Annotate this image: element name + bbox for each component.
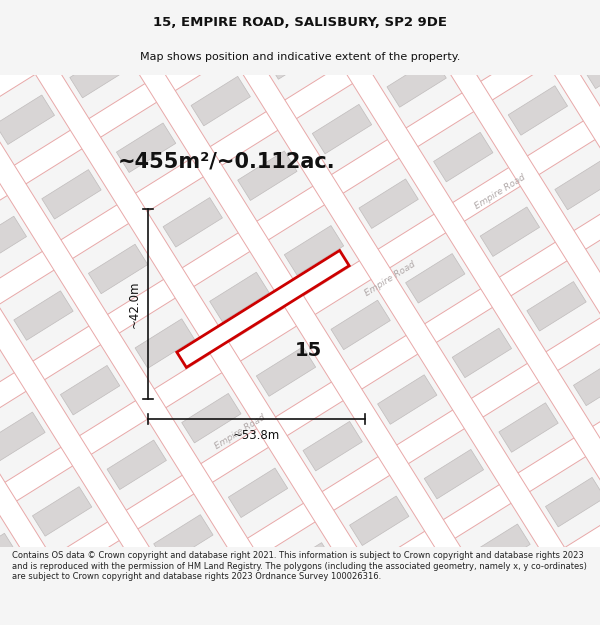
Polygon shape <box>377 375 437 424</box>
Polygon shape <box>209 272 269 322</box>
Polygon shape <box>0 157 175 625</box>
Text: ~42.0m: ~42.0m <box>128 280 141 328</box>
Polygon shape <box>434 132 493 182</box>
Text: Empire Road: Empire Road <box>363 260 417 298</box>
Polygon shape <box>6 213 600 625</box>
Polygon shape <box>266 30 325 79</box>
Polygon shape <box>0 216 26 266</box>
Polygon shape <box>555 161 600 210</box>
Polygon shape <box>480 207 539 256</box>
Polygon shape <box>275 542 334 592</box>
Polygon shape <box>177 251 349 368</box>
Polygon shape <box>163 198 223 247</box>
Polygon shape <box>284 226 344 275</box>
Polygon shape <box>70 48 129 98</box>
Polygon shape <box>0 17 398 625</box>
Polygon shape <box>425 0 600 465</box>
Polygon shape <box>0 21 8 70</box>
Polygon shape <box>145 2 204 51</box>
Polygon shape <box>135 319 194 368</box>
Polygon shape <box>0 533 17 582</box>
Polygon shape <box>52 287 600 625</box>
Polygon shape <box>154 514 213 564</box>
Polygon shape <box>303 421 362 471</box>
Polygon shape <box>0 203 100 625</box>
Polygon shape <box>424 449 484 499</box>
Polygon shape <box>0 0 548 335</box>
Polygon shape <box>527 281 586 331</box>
Polygon shape <box>52 0 548 625</box>
Polygon shape <box>127 0 600 625</box>
Polygon shape <box>0 95 55 144</box>
Polygon shape <box>61 366 120 415</box>
Polygon shape <box>116 123 176 172</box>
Polygon shape <box>0 138 600 625</box>
Polygon shape <box>387 58 446 108</box>
Polygon shape <box>88 244 148 294</box>
Polygon shape <box>146 436 600 625</box>
Polygon shape <box>276 0 600 558</box>
Polygon shape <box>0 110 249 625</box>
Text: Empire Road: Empire Road <box>213 412 267 451</box>
Polygon shape <box>396 571 455 620</box>
Polygon shape <box>14 291 73 341</box>
Polygon shape <box>42 169 101 219</box>
Polygon shape <box>508 86 568 135</box>
Polygon shape <box>0 0 473 625</box>
Polygon shape <box>359 179 418 229</box>
Text: 15, EMPIRE ROAD, SALISBURY, SP2 9DE: 15, EMPIRE ROAD, SALISBURY, SP2 9DE <box>153 16 447 29</box>
Polygon shape <box>0 0 407 111</box>
Polygon shape <box>0 64 324 625</box>
Polygon shape <box>350 496 409 546</box>
Polygon shape <box>0 0 594 409</box>
Polygon shape <box>406 254 465 303</box>
Polygon shape <box>313 104 371 154</box>
Text: Empire Road: Empire Road <box>473 173 527 211</box>
Polygon shape <box>182 393 241 443</box>
Polygon shape <box>0 412 45 461</box>
Polygon shape <box>461 11 521 61</box>
Polygon shape <box>193 511 600 625</box>
Polygon shape <box>592 552 600 601</box>
Text: Contains OS data © Crown copyright and database right 2021. This information is : Contains OS data © Crown copyright and d… <box>12 551 587 581</box>
Text: ~53.8m: ~53.8m <box>233 429 280 442</box>
Polygon shape <box>79 561 139 611</box>
Polygon shape <box>500 0 600 419</box>
Polygon shape <box>471 524 530 574</box>
Text: Map shows position and indicative extent of the property.: Map shows position and indicative extent… <box>140 52 460 62</box>
Polygon shape <box>574 356 600 406</box>
Polygon shape <box>99 362 600 625</box>
Polygon shape <box>0 0 600 484</box>
Polygon shape <box>452 328 512 378</box>
Polygon shape <box>351 0 600 512</box>
Polygon shape <box>202 0 600 605</box>
Polygon shape <box>238 151 297 201</box>
Polygon shape <box>499 402 558 452</box>
Polygon shape <box>107 440 166 489</box>
Polygon shape <box>256 347 316 396</box>
Polygon shape <box>32 487 92 536</box>
Polygon shape <box>545 478 600 527</box>
Polygon shape <box>0 0 501 260</box>
Polygon shape <box>229 468 287 518</box>
Polygon shape <box>0 0 454 186</box>
Polygon shape <box>331 300 391 349</box>
Polygon shape <box>191 76 250 126</box>
Text: 15: 15 <box>295 341 322 361</box>
Polygon shape <box>583 39 600 89</box>
Text: ~455m²/~0.112ac.: ~455m²/~0.112ac. <box>118 152 335 172</box>
Polygon shape <box>0 63 600 559</box>
